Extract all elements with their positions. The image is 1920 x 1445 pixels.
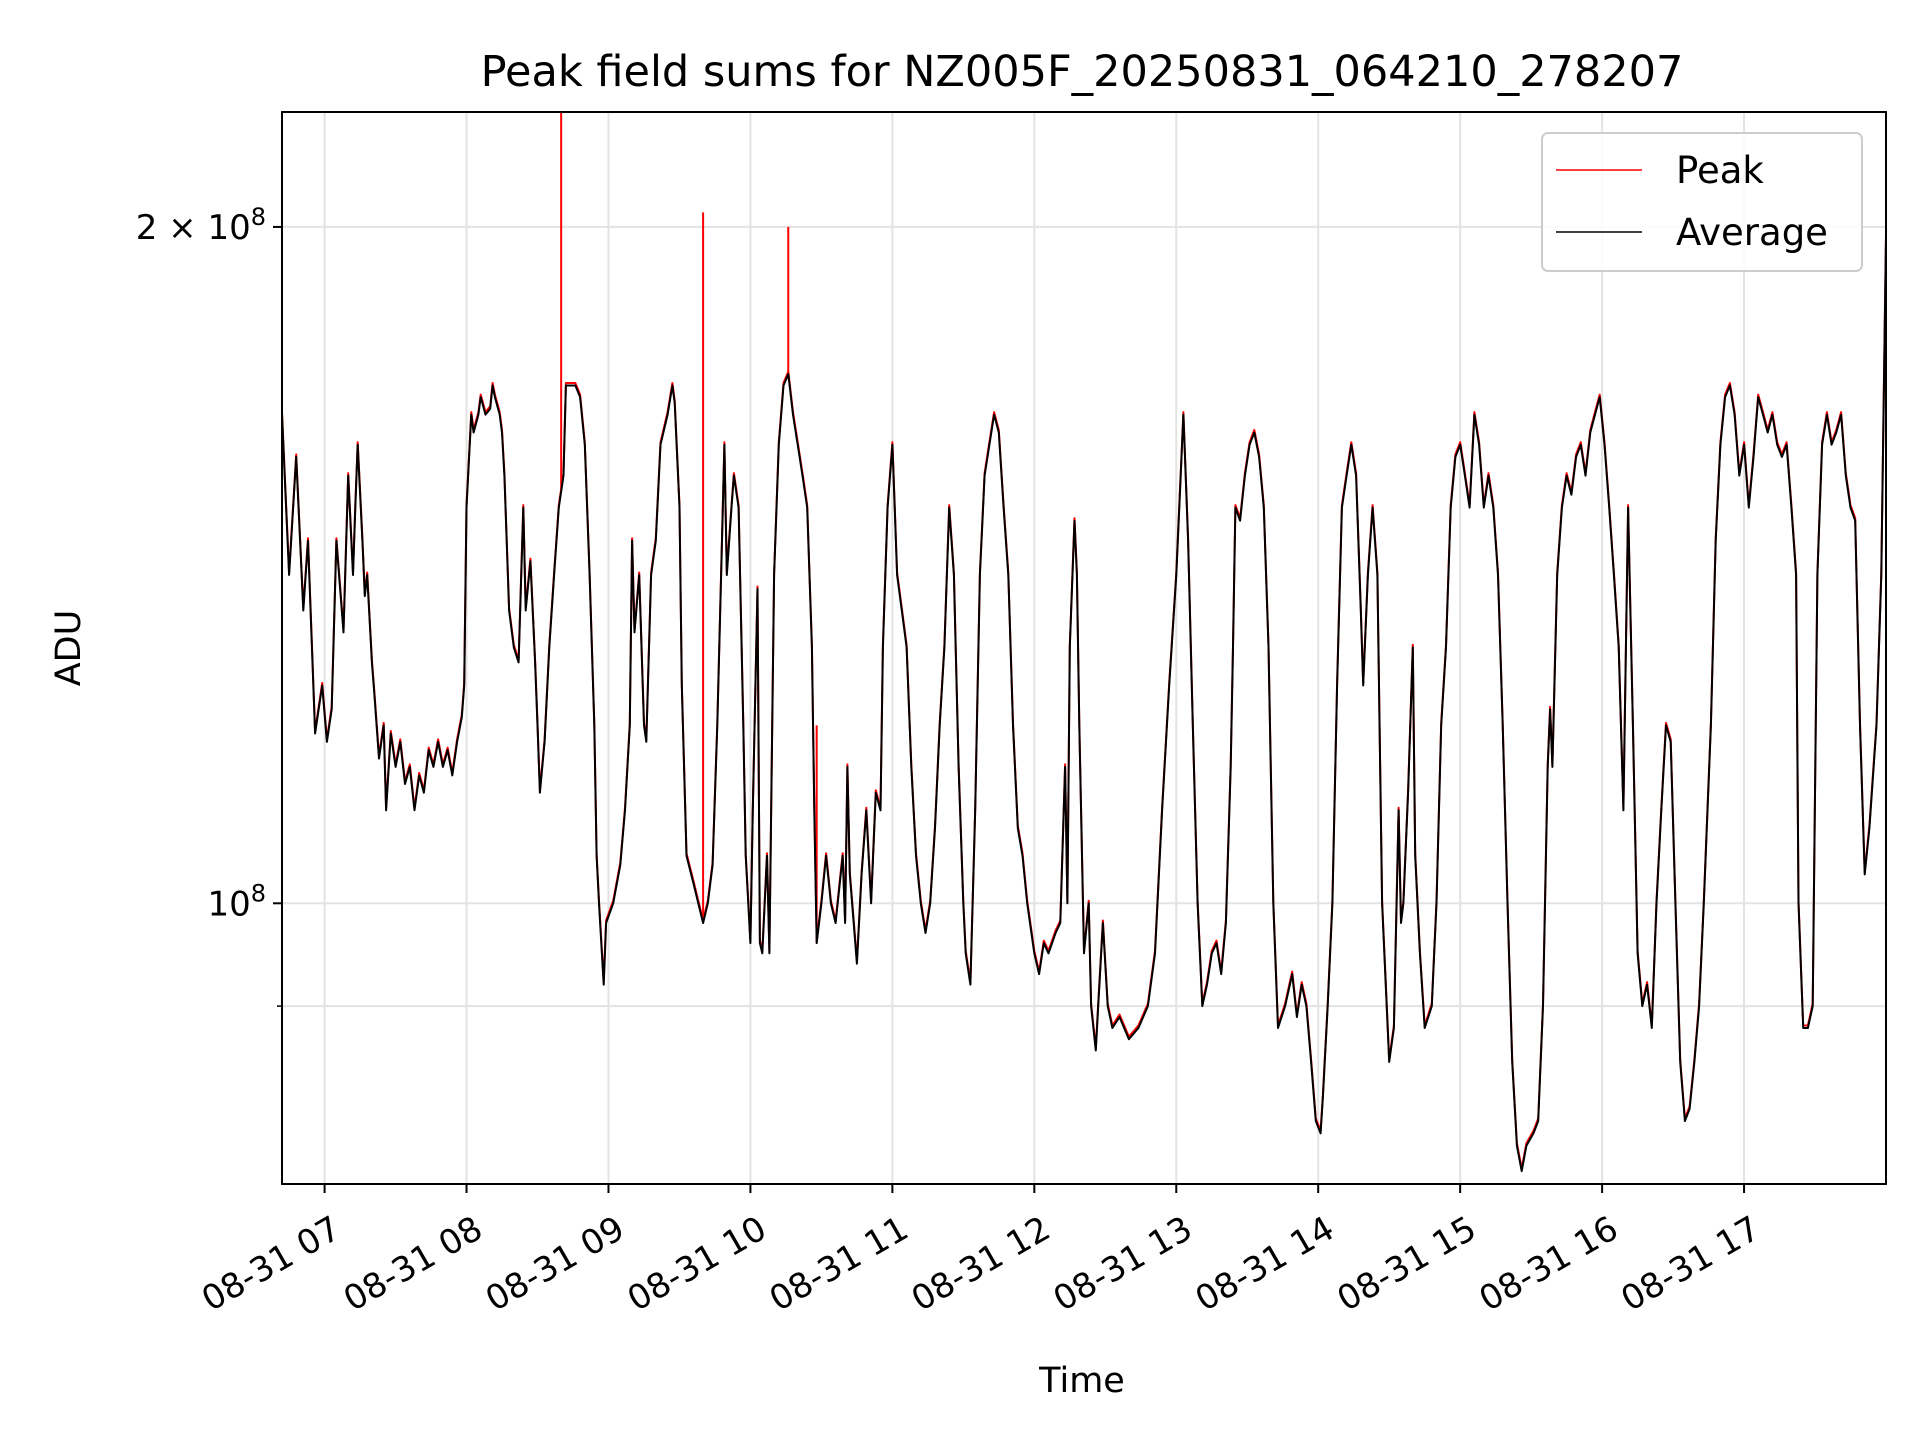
- legend: Peak Average: [1541, 132, 1863, 272]
- legend-box: [1541, 132, 1863, 272]
- plot-frame: [281, 111, 1887, 1185]
- legend-label-peak: Peak: [1676, 149, 1764, 192]
- chart-title: Peak field sums for NZ005F_20250831_0642…: [481, 47, 1684, 97]
- y-tick-label: 108: [207, 879, 266, 924]
- grid: [282, 112, 1886, 1184]
- y-tick-label: 2 × 108: [136, 203, 266, 248]
- legend-label-average: Average: [1676, 211, 1828, 254]
- x-axis-label: Time: [1038, 1361, 1125, 1401]
- y-axis-label: ADU: [49, 610, 89, 687]
- data-lines: [281, 112, 1887, 1173]
- series-line-average: [281, 236, 1887, 1173]
